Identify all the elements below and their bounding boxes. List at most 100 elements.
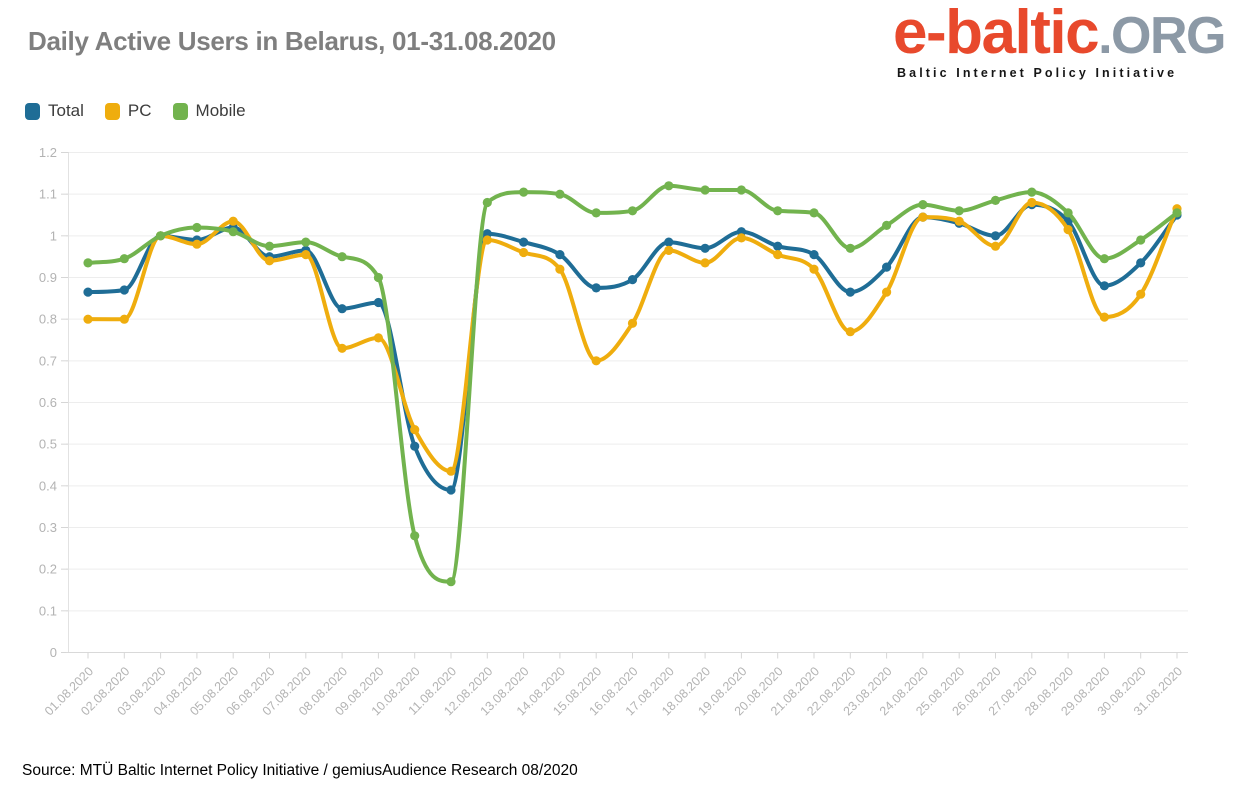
y-axis-label: 0.6 [39, 395, 57, 410]
series-point-mobile [555, 189, 565, 199]
series-point-total [119, 285, 129, 295]
series-point-mobile [156, 231, 166, 241]
series-point-mobile [809, 208, 819, 218]
series-point-pc [555, 264, 565, 274]
series-point-pc [773, 250, 783, 260]
series-point-pc [83, 314, 93, 324]
series-point-mobile [228, 227, 238, 237]
series-point-total [809, 250, 819, 260]
series-point-mobile [1027, 187, 1037, 197]
series-point-mobile [373, 272, 383, 283]
series-point-total [482, 229, 492, 239]
series-point-mobile [773, 206, 783, 216]
chart-title: Daily Active Users in Belarus, 01-31.08.… [28, 26, 556, 56]
source-attribution: Source: MTÜ Baltic Internet Policy Initi… [22, 762, 578, 779]
series-point-mobile [119, 254, 129, 264]
series-point-mobile [664, 181, 674, 191]
series-point-pc [700, 258, 710, 268]
series-point-pc [882, 287, 892, 297]
series-point-pc [264, 256, 275, 266]
y-axis-label: 1.1 [39, 187, 57, 202]
series-point-mobile [1063, 208, 1073, 218]
logo-org-gray: .ORG [1098, 7, 1226, 65]
series-point-total [845, 287, 855, 297]
y-axis-label: 0 [50, 645, 57, 660]
series-point-total [555, 250, 565, 260]
y-axis-label: 0.8 [39, 312, 57, 327]
series-point-pc [228, 216, 238, 226]
series-point-total [1136, 258, 1146, 268]
y-axis-label: 0.5 [39, 437, 57, 452]
ebaltic-logo: e-baltic.ORG Baltic Internet Policy Init… [893, 2, 1226, 80]
series-point-mobile [700, 185, 710, 195]
y-axis-label: 0.7 [39, 353, 57, 368]
series-point-mobile [845, 243, 855, 253]
series-point-pc [1136, 289, 1146, 299]
series-point-mobile [482, 197, 492, 208]
series-point-pc [119, 314, 129, 324]
series-point-pc [1027, 197, 1037, 208]
series-point-total [773, 241, 783, 251]
series-point-pc [664, 245, 674, 255]
series-point-total [627, 275, 638, 285]
series-point-total [1099, 281, 1109, 291]
legend-item-total[interactable]: Total [25, 101, 84, 121]
series-point-total [990, 231, 1001, 241]
y-axis-label: 1 [50, 228, 57, 243]
series-point-pc [482, 235, 492, 245]
series-point-mobile [83, 258, 93, 268]
series-point-mobile [1136, 235, 1146, 245]
series-point-pc [1063, 225, 1073, 235]
series-point-mobile [591, 208, 601, 218]
legend-chip-total-icon [25, 102, 40, 120]
series-point-mobile [192, 222, 202, 233]
series-point-total [410, 441, 420, 451]
series-point-mobile [1099, 254, 1109, 264]
series-point-pc [809, 264, 819, 274]
y-axis-label: 0.9 [39, 270, 57, 285]
legend-item-mobile[interactable]: Mobile [172, 101, 246, 121]
legend-label-mobile: Mobile [195, 101, 246, 120]
legend-chip-mobile-icon [172, 102, 188, 120]
series-line-total [86, 202, 1179, 492]
series-point-mobile [882, 220, 892, 230]
series-point-mobile [1172, 208, 1182, 218]
series-point-pc [918, 212, 928, 222]
series-point-pc [627, 318, 638, 328]
y-axis-label: 0.3 [39, 520, 57, 535]
legend-item-pc[interactable]: PC [104, 101, 152, 121]
series-point-mobile [519, 187, 529, 197]
series-point-total [664, 237, 674, 247]
series-point-mobile [918, 200, 928, 210]
legend-chip-pc-icon [104, 102, 120, 120]
series-point-mobile [301, 237, 311, 247]
series-point-pc [736, 233, 747, 243]
series-point-total [591, 283, 601, 293]
series-point-pc [373, 333, 383, 343]
series-point-total [373, 297, 383, 308]
series-point-mobile [990, 195, 1001, 205]
series-point-pc [410, 425, 420, 435]
series-point-mobile [410, 531, 420, 541]
series-point-pc [954, 216, 964, 226]
y-axis-label: 0.1 [39, 603, 57, 618]
legend-label-total: Total [48, 101, 84, 120]
series-point-mobile [627, 206, 638, 216]
series-point-mobile [446, 577, 456, 587]
series-point-mobile [954, 206, 964, 216]
series-point-mobile [337, 252, 347, 262]
series-point-pc [192, 239, 202, 249]
ebaltic-logo-text: e-baltic.ORG [893, 2, 1226, 65]
series-point-mobile [264, 241, 275, 251]
logo-subtitle: Baltic Internet Policy Initiative [897, 66, 1178, 80]
series-point-mobile [736, 185, 747, 195]
series-point-pc [591, 356, 601, 366]
series-point-total [83, 287, 93, 297]
series-point-total [337, 304, 347, 314]
series-point-pc [301, 250, 311, 260]
series-point-total [446, 485, 456, 495]
series-point-total [519, 237, 529, 247]
y-axis-label: 0.2 [39, 562, 57, 577]
